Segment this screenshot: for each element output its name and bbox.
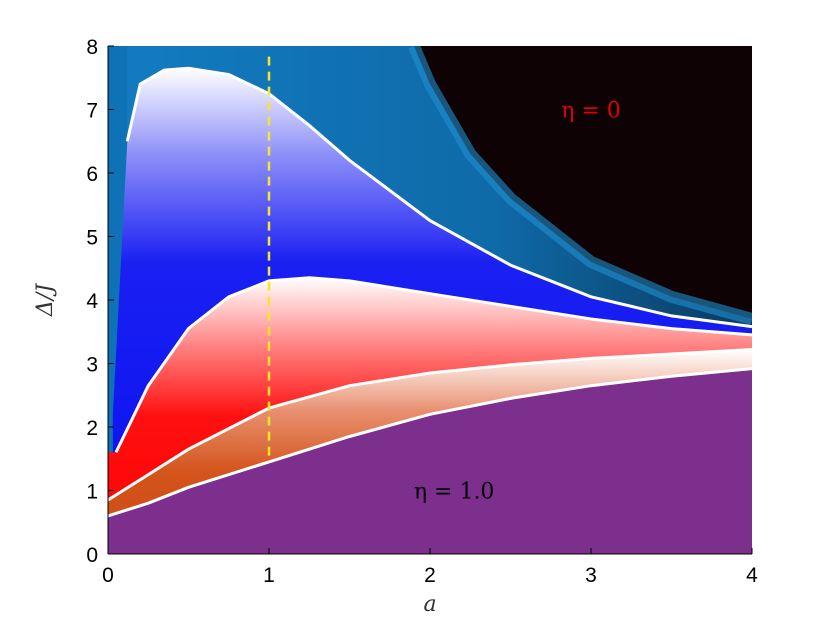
blue-boundary — [125, 66, 752, 329]
annotations: η = 0 η = 1.0 — [414, 99, 621, 505]
plot-area — [108, 46, 752, 554]
y-tick-label: 6 — [86, 163, 98, 186]
y-tick-label: 5 — [86, 227, 98, 250]
axis-labels: a Δ/J — [33, 283, 437, 617]
y-tick-label: 2 — [86, 417, 98, 440]
x-tick-label: 0 — [102, 564, 114, 587]
y-tick-label: 1 — [86, 481, 98, 504]
axes: 0 1 2 3 4 0 1 2 3 4 5 6 7 8 — [86, 36, 758, 587]
x-axis-label: a — [423, 592, 436, 617]
cyan-boundary-shade — [408, 46, 752, 325]
orange-boundary — [108, 348, 752, 502]
y-axis-label: Δ/J — [33, 283, 58, 317]
y-tick-label: 7 — [86, 100, 98, 123]
x-tick-label: 3 — [585, 564, 597, 587]
y-tick-label: 4 — [86, 290, 98, 313]
annotation-label: η = 1.0 — [414, 480, 495, 505]
eta-one-boundary — [108, 367, 752, 518]
red-boundary — [114, 276, 752, 454]
x-tick-label: 2 — [424, 564, 436, 587]
x-tick-label: 1 — [263, 564, 275, 587]
y-tick-label: 3 — [86, 354, 98, 377]
region-eta-one — [108, 368, 752, 554]
x-tick-label: 4 — [746, 564, 758, 587]
annotation-label: η = 0 — [561, 99, 621, 124]
y-tick-label: 8 — [86, 36, 98, 59]
y-tick-label: 0 — [86, 544, 98, 567]
